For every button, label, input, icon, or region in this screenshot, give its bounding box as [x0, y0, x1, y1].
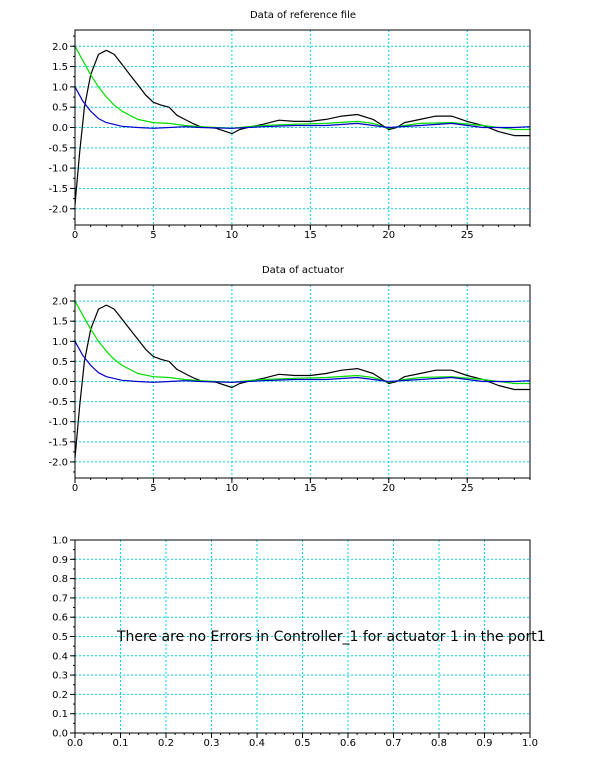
x-tick-label: 20	[382, 230, 395, 241]
y-tick-label: 1.0	[52, 536, 68, 547]
x-tick-label: 0.2	[158, 738, 174, 749]
y-tick-label: 0.5	[52, 357, 68, 368]
x-tick-label: 25	[461, 483, 474, 494]
ticks: 0 5 10 15 20 25 2.0 1.5 1.0 0.5 0.0 -0.5 -1.0 -1.5 -2.…	[48, 290, 531, 494]
x-tick-label: 0.6	[340, 738, 356, 749]
y-tick-label: 0.9	[52, 555, 68, 566]
y-tick-label: 1.5	[52, 317, 68, 328]
series-line-0	[74, 49, 530, 205]
series-line-0	[74, 304, 530, 458]
x-tick-label: 0.8	[431, 738, 447, 749]
series-line-2	[74, 341, 531, 383]
x-tick-label: 0	[72, 230, 78, 241]
x-tick-label: 25	[461, 230, 474, 241]
ticks: 0.0 0.1 0.2 0.3 0.4 0.5 0.6 0.7 0.8 0.9 1.0 1.0 0.9 0…	[52, 536, 538, 750]
y-tick-label: -1.0	[48, 164, 68, 175]
series-line-1	[74, 45, 530, 131]
y-tick-label: 1.5	[52, 62, 68, 73]
y-tick-label: -0.5	[48, 143, 68, 154]
chart-actuator: Data of actuator 0 5 10 15 20 252.01.51.00.50…	[48, 265, 531, 494]
chart-title: Data of reference file	[250, 10, 356, 21]
x-tick-label: 0.7	[386, 738, 402, 749]
y-tick-label: 0.1	[52, 709, 68, 720]
y-tick-label: 0.5	[52, 632, 68, 643]
x-tick-label: 5	[150, 483, 156, 494]
chart-errors: 0.0 0.1 0.2 0.3 0.4 0.5 0.6 0.7 0.8 0.9 1.0 1.0 0.9 0…	[52, 536, 546, 750]
chart-title: Data of actuator	[262, 265, 345, 276]
y-tick-label: -1.5	[48, 184, 68, 195]
series-group	[74, 45, 531, 205]
y-tick-label: 0.5	[52, 103, 68, 114]
x-tick-label: 15	[304, 483, 317, 494]
y-tick-label: 0.0	[52, 123, 68, 134]
x-tick-label: 1.0	[522, 738, 538, 749]
series-group	[74, 300, 531, 458]
y-tick-label: 0.0	[52, 377, 68, 388]
x-tick-label: 5	[150, 230, 156, 241]
y-tick-label: 2.0	[52, 42, 68, 53]
y-tick-label: -2.0	[48, 204, 68, 215]
y-tick-label: 0.4	[52, 651, 68, 662]
series-line-2	[74, 86, 531, 129]
x-tick-label: 20	[382, 483, 395, 494]
y-tick-label: -0.5	[48, 397, 68, 408]
x-tick-label: 0.1	[113, 738, 129, 749]
y-tick-label: -1.5	[48, 437, 68, 448]
error-status-message: There are no Errors in Controller_1 for …	[116, 629, 546, 645]
series-line-1	[74, 300, 530, 385]
y-tick-label: 0.3	[52, 671, 68, 682]
chart-reference-file: Data of reference file 0 5 10 15 20 25 2.0 1.5 1…	[48, 10, 531, 241]
ticks: 0 5 10 15 20 25 2.0 1.5 1.0 0.5 0.0 -0.5 -1.0 -1.5 -2.…	[48, 35, 531, 241]
y-tick-label: 1.0	[52, 82, 68, 93]
x-tick-label: 10	[226, 230, 239, 241]
x-tick-label: 15	[304, 230, 317, 241]
y-tick-label: 0.8	[52, 574, 68, 585]
x-tick-label: 0.0	[67, 738, 83, 749]
y-tick-label: -2.0	[48, 457, 68, 468]
y-tick-label: 0.2	[52, 690, 68, 701]
x-tick-label: 10	[226, 483, 239, 494]
y-tick-label: 1.0	[52, 337, 68, 348]
y-tick-label: 0.0	[52, 729, 68, 740]
x-tick-label: 0	[72, 483, 78, 494]
y-tick-label: 2.0	[52, 297, 68, 308]
x-tick-label: 0.9	[477, 738, 493, 749]
y-tick-label: 0.7	[52, 593, 68, 604]
x-tick-label: 0.5	[295, 738, 311, 749]
y-tick-label: 0.6	[52, 613, 68, 624]
x-tick-label: 0.4	[249, 738, 265, 749]
y-tick-label: -1.0	[48, 417, 68, 428]
x-tick-label: 0.3	[204, 738, 220, 749]
